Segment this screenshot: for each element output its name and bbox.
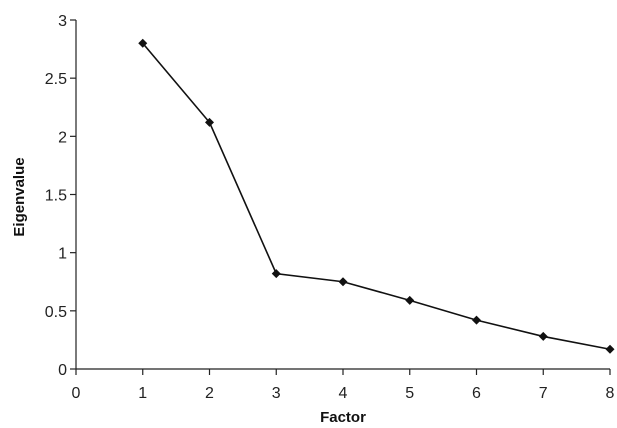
data-point-marker (538, 331, 548, 341)
x-tick-label: 5 (405, 385, 414, 402)
y-tick-label: 0 (58, 362, 67, 379)
x-tick-label: 6 (472, 385, 481, 402)
y-tick-label: 2.5 (45, 71, 67, 88)
y-tick-label: 0.5 (45, 304, 67, 321)
y-tick-label: 1 (58, 246, 67, 263)
y-tick-label: 1.5 (45, 188, 67, 205)
x-axis-title: Factor (320, 409, 366, 426)
x-tick-label: 7 (539, 385, 548, 402)
y-axis: 0 0.5 1 1.5 2 2.5 3 (45, 13, 77, 379)
data-point-marker (472, 315, 481, 325)
x-tick-label: 1 (138, 385, 147, 402)
data-point-marker (605, 344, 615, 354)
y-axis-title: Eigenvalue (11, 157, 28, 236)
data-point-marker (205, 117, 214, 127)
x-tick-label: 4 (339, 385, 348, 402)
x-tick-label: 8 (606, 385, 615, 402)
x-tick-label: 3 (272, 385, 281, 402)
data-point-marker (338, 277, 348, 287)
series-group (138, 38, 615, 354)
x-axis: 0 1 2 3 4 5 6 7 8 (72, 368, 615, 402)
x-tick-group: 0 1 2 3 4 5 6 7 8 (72, 369, 615, 402)
data-point-marker (138, 38, 148, 48)
data-point-marker (405, 295, 415, 305)
y-tick-label: 2 (58, 129, 67, 146)
y-tick-group: 0 0.5 1 1.5 2 2.5 3 (45, 13, 76, 379)
data-point-marker (271, 269, 281, 279)
x-tick-label: 2 (205, 385, 214, 402)
series-line (142, 42, 611, 351)
x-tick-label: 0 (72, 385, 81, 402)
y-tick-label: 3 (58, 13, 67, 30)
